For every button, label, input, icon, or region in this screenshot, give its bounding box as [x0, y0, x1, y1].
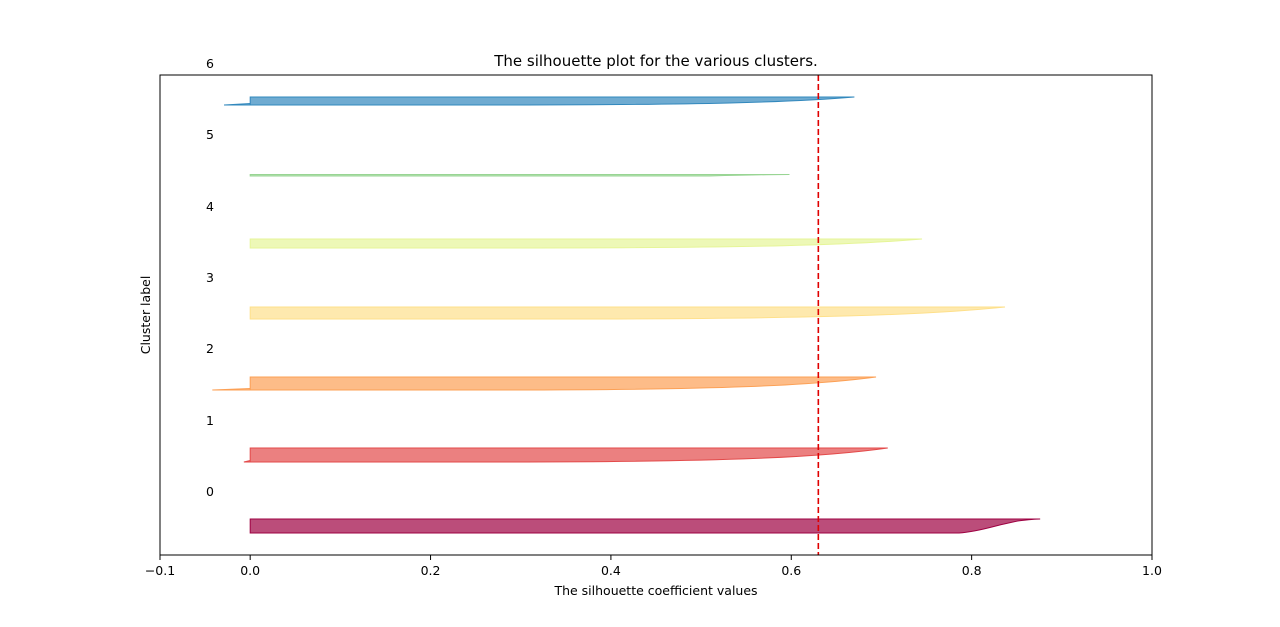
x-axis-label: The silhouette coefficient values: [553, 583, 757, 598]
x-tick-label: 0.6: [781, 563, 801, 578]
x-tick-label: 1.0: [1142, 563, 1162, 578]
cluster-label: 0: [206, 484, 214, 499]
silhouette-band-cluster-0: [249, 518, 1041, 534]
cluster-label: 5: [206, 127, 214, 142]
y-axis-label: Cluster label: [138, 276, 153, 355]
silhouette-bands: [212, 96, 1041, 534]
silhouette-band-cluster-3: [249, 306, 1006, 320]
silhouette-band-cluster-2: [212, 376, 877, 391]
silhouette-band-cluster-4: [249, 238, 923, 249]
x-tick-label: 0.4: [601, 563, 621, 578]
x-axis: −0.1 0.0 0.2 0.4 0.6 0.8 1.0: [145, 555, 1162, 578]
silhouette-band-cluster-5: [249, 174, 790, 177]
cluster-label: 2: [206, 341, 214, 356]
cluster-label: 4: [206, 199, 214, 214]
silhouette-band-cluster-6: [224, 96, 855, 106]
x-tick-label: 0.0: [240, 563, 260, 578]
chart-title: The silhouette plot for the various clus…: [493, 52, 818, 70]
cluster-label: 6: [206, 56, 214, 71]
cluster-label: 3: [206, 270, 214, 285]
silhouette-band-cluster-1: [243, 447, 888, 463]
x-tick-label: 0.8: [962, 563, 982, 578]
plot-frame: [159, 74, 1153, 556]
cluster-labels: 0 1 2 3 4 5 6: [206, 56, 214, 499]
cluster-label: 1: [206, 413, 214, 428]
x-tick-label: 0.2: [421, 563, 441, 578]
x-tick-label: −0.1: [145, 563, 175, 578]
